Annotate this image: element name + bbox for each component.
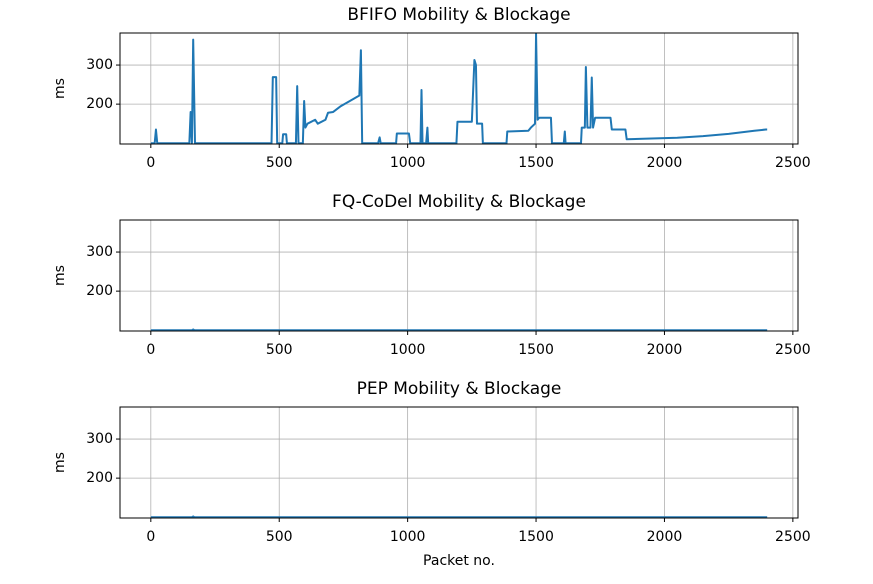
- x-tick-label: 2500: [775, 529, 811, 545]
- x-tick-label: 2500: [775, 155, 811, 171]
- axes-frame: [119, 219, 799, 332]
- x-tick-label: 2000: [647, 155, 683, 171]
- x-tick-label: 500: [266, 155, 293, 171]
- y-tick-label: 200: [86, 470, 113, 486]
- x-tick-label: 0: [146, 529, 155, 545]
- x-tick-label: 1500: [518, 155, 554, 171]
- x-tick-label: 1000: [390, 529, 426, 545]
- x-tick-label: 0: [146, 342, 155, 358]
- x-tick-label: 2000: [647, 529, 683, 545]
- x-tick-label: 500: [266, 342, 293, 358]
- y-tick-label: 200: [86, 283, 113, 299]
- data-line: [150, 328, 768, 331]
- x-tick-label: 1000: [390, 342, 426, 358]
- y-tick-label: 300: [86, 431, 113, 447]
- data-line: [150, 33, 768, 144]
- axes-frame: [119, 32, 799, 145]
- x-tick-label: 0: [146, 155, 155, 171]
- x-tick-label: 1000: [390, 155, 426, 171]
- x-tick-label: 1500: [518, 342, 554, 358]
- y-axis-label: ms: [52, 452, 68, 473]
- x-tick-label: 2000: [647, 342, 683, 358]
- x-tick-label: 2500: [775, 342, 811, 358]
- x-tick-label: 1500: [518, 529, 554, 545]
- x-axis-label: Packet no.: [423, 553, 495, 569]
- y-tick-label: 200: [86, 96, 113, 112]
- chart-title: PEP Mobility & Blockage: [357, 379, 562, 399]
- chart-title: BFIFO Mobility & Blockage: [347, 5, 570, 25]
- chart-title: FQ-CoDel Mobility & Blockage: [332, 192, 586, 212]
- y-tick-label: 300: [86, 244, 113, 260]
- y-axis-label: ms: [52, 265, 68, 286]
- axes-frame: [119, 406, 799, 519]
- x-tick-label: 500: [266, 529, 293, 545]
- y-tick-label: 300: [86, 57, 113, 73]
- data-line: [150, 515, 768, 518]
- y-axis-label: ms: [52, 78, 68, 99]
